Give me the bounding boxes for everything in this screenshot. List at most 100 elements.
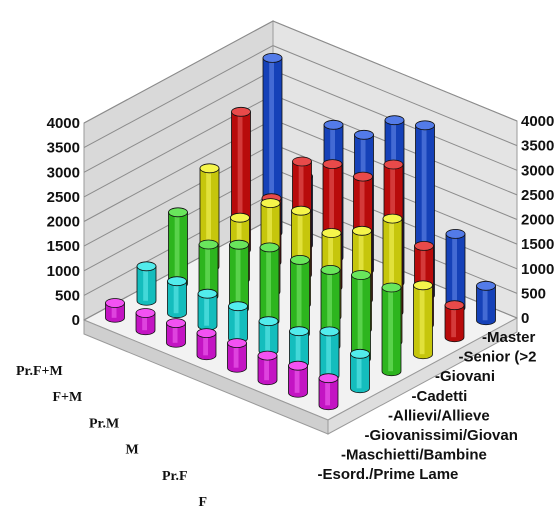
bar-highlight	[326, 331, 331, 376]
bar-highlight	[266, 247, 271, 322]
bar-highlight	[452, 233, 457, 308]
bar	[288, 360, 308, 398]
bar-highlight	[265, 321, 270, 351]
bar-highlight	[327, 269, 332, 347]
floor-edge-right	[327, 317, 518, 435]
axis-labels: 4000 4000 3500 3500 3000 3000 2500 2500 2000 2000…	[16, 113, 554, 510]
category-label: -Cadetti	[412, 388, 468, 405]
bar	[318, 373, 339, 411]
bar-top	[414, 240, 434, 251]
bar	[135, 308, 156, 336]
y-tick-label-left: 2000	[47, 214, 80, 231]
y-tick-label-left: 2500	[47, 189, 80, 206]
bar	[445, 228, 466, 313]
bar-top	[168, 207, 188, 218]
y-tick-label-right: 4000	[521, 113, 554, 130]
bar-top	[197, 288, 218, 299]
bar-highlight	[172, 323, 178, 343]
y-tick-label-left: 500	[55, 287, 80, 304]
y-tick-label-left: 3500	[47, 140, 80, 157]
bar-top	[135, 308, 156, 318]
bar-highlight	[388, 287, 393, 372]
bar-top	[199, 163, 220, 174]
bar-top	[323, 119, 344, 130]
y-tick-label-left: 3000	[47, 164, 80, 181]
bar-highlight	[237, 111, 243, 250]
bar-top	[320, 264, 341, 275]
bar-highlight	[203, 333, 208, 356]
bar-highlight	[296, 259, 302, 334]
bar	[290, 254, 310, 339]
bar	[168, 207, 188, 289]
bar-top	[353, 171, 373, 182]
bar-highlight	[421, 125, 427, 296]
bar-highlight	[234, 306, 240, 339]
bar	[196, 328, 217, 361]
category-label: -Giovani	[435, 368, 495, 385]
bar-highlight	[111, 303, 117, 318]
bar-top	[167, 276, 187, 287]
bar-highlight	[206, 168, 211, 267]
bar	[166, 318, 186, 348]
y-tick-label-right: 3000	[521, 162, 554, 179]
category-label: -Maschietti/Bambine	[341, 447, 487, 464]
bar	[105, 298, 125, 323]
bar-top	[291, 205, 311, 216]
bar-top	[318, 373, 339, 384]
bar-highlight	[204, 293, 209, 326]
bar	[197, 288, 218, 331]
y-tick-label-right: 500	[521, 285, 546, 302]
group-label: Pr.F	[162, 469, 188, 484]
bar	[413, 280, 433, 360]
bar-top	[444, 300, 465, 311]
bar-top	[319, 326, 340, 337]
y-tick-label-left: 1000	[47, 263, 80, 280]
bar-top	[288, 360, 308, 371]
bar	[381, 282, 402, 377]
bar-top	[445, 228, 466, 239]
y-tick-label-right: 1000	[521, 261, 554, 278]
bar-top	[384, 115, 405, 126]
bar-top	[415, 120, 435, 131]
group-label: Pr.F+M	[16, 364, 63, 379]
bar	[350, 348, 370, 394]
bar-highlight	[143, 266, 148, 301]
bar	[136, 261, 157, 306]
bar-top	[413, 280, 433, 291]
bar	[351, 270, 371, 364]
bar	[444, 300, 465, 343]
bar	[258, 316, 279, 356]
gridline	[83, 45, 518, 149]
bar	[228, 301, 248, 344]
bar-top	[230, 212, 250, 223]
bar-top	[350, 348, 370, 359]
category-label: -Giovanissimi/Giovan	[365, 427, 518, 444]
bar-top	[289, 326, 309, 337]
gridline	[83, 20, 518, 124]
bar-top	[198, 239, 219, 250]
y-tick-label-left: 4000	[47, 115, 80, 132]
y-tick-label-left: 0	[72, 312, 80, 329]
bar-top	[229, 239, 249, 250]
bars	[105, 53, 496, 411]
bar-top	[262, 53, 283, 63]
bar	[476, 280, 496, 326]
bar-top	[259, 242, 280, 253]
bar-top	[228, 301, 248, 312]
bar	[257, 350, 278, 386]
bar-top	[105, 298, 125, 308]
bar-top	[257, 350, 278, 361]
bar-highlight	[482, 285, 488, 321]
category-label: -Allievi/Allieve	[388, 407, 490, 424]
y-tick-label-left: 1500	[47, 238, 80, 255]
bar-top	[196, 328, 217, 339]
bar-top	[292, 156, 312, 167]
bar	[227, 338, 247, 373]
y-tick-label-right: 1500	[521, 236, 554, 253]
bar-top	[382, 213, 403, 224]
bar-highlight	[174, 212, 180, 284]
bar-top	[352, 225, 372, 236]
bar	[259, 242, 280, 327]
bar-top	[351, 270, 371, 280]
